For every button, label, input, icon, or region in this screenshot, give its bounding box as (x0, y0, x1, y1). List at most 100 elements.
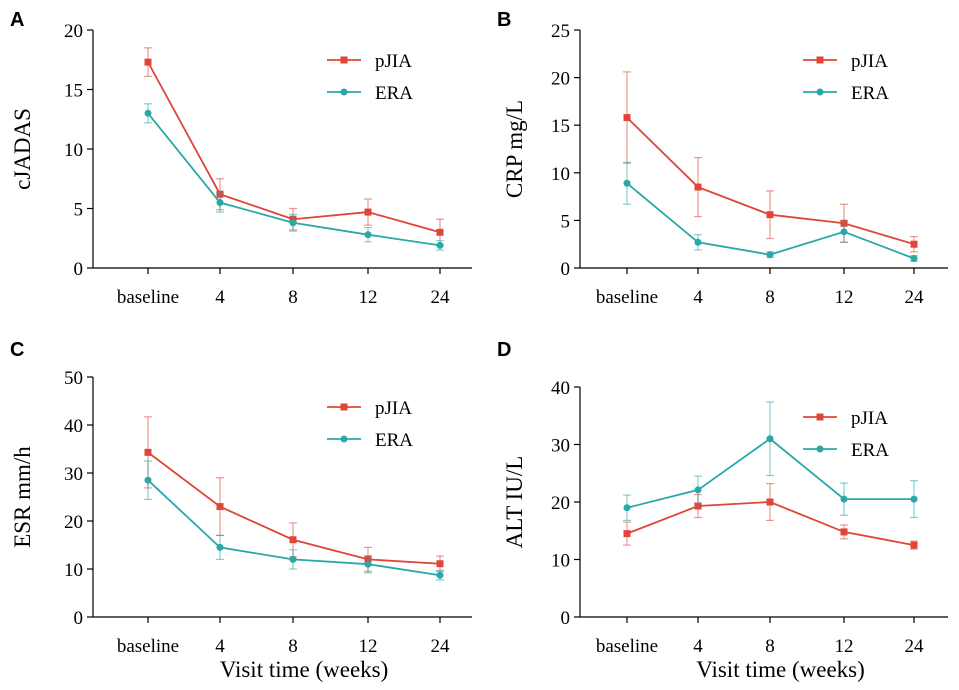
data-point (623, 504, 631, 512)
y-tick-label: 0 (74, 259, 84, 280)
series-line (147, 451, 441, 565)
y-tick-label: 50 (64, 368, 83, 389)
data-point (623, 114, 631, 122)
legend-label: ERA (375, 83, 413, 104)
legend-marker (816, 88, 824, 96)
y-tick-label: 5 (74, 200, 84, 221)
y-tick-label: 30 (64, 464, 83, 485)
x-tick-label: 4 (693, 636, 703, 657)
series-era (144, 103, 444, 251)
y-tick-label: 0 (74, 608, 84, 629)
data-point (766, 435, 774, 443)
data-point (216, 543, 224, 551)
data-point (694, 486, 702, 494)
chart-panel-b: B 0 5 10 15 20 25 baseline 4 8 12 24 CRP mg/L pJIA ERA (497, 9, 948, 308)
series-pjia (144, 47, 444, 246)
y-tick-label: 25 (551, 21, 570, 42)
legend-marker (816, 413, 824, 421)
y-tick-label: 20 (551, 493, 570, 514)
legend-marker (340, 403, 348, 411)
legend-label: pJIA (375, 398, 412, 419)
x-tick-label: 24 (431, 636, 451, 657)
chart-panel-c: C 0 10 20 30 40 50 baseline 4 8 12 24 ESR mm/h Visit … (10, 339, 472, 682)
legend-marker (816, 445, 824, 453)
legend-marker (340, 88, 348, 96)
y-tick-label: 10 (64, 560, 83, 581)
data-point (910, 240, 918, 248)
legend-label: ERA (375, 430, 413, 451)
y-tick-label: 0 (561, 259, 571, 280)
data-point (364, 560, 372, 568)
y-tick-label: 10 (551, 164, 570, 185)
series-pjia (623, 483, 918, 550)
y-tick-label: 20 (64, 512, 83, 533)
panel-letter: D (497, 339, 511, 361)
legend-marker (340, 435, 348, 443)
y-tick-label: 40 (64, 416, 83, 437)
legend-marker (816, 56, 824, 64)
data-point (623, 530, 631, 538)
chart-panel-a: A 0 5 10 15 20 baseline 4 8 12 24 cJADAS pJIA ERA (10, 9, 472, 308)
legend-item-pjia: pJIA (803, 408, 888, 429)
x-axis-title: Visit time (weeks) (220, 657, 389, 682)
y-axis-title: CRP mg/L (502, 100, 527, 198)
x-tick-label: 8 (765, 636, 775, 657)
legend-label: pJIA (375, 51, 412, 72)
data-point (694, 183, 702, 191)
data-point (216, 503, 224, 511)
y-axis-title: cJADAS (10, 108, 35, 190)
y-axis-title: ALT IU/L (502, 456, 527, 549)
data-point (910, 495, 918, 503)
data-point (623, 179, 631, 187)
x-tick-label: 12 (835, 636, 854, 657)
legend-item-pjia: pJIA (327, 51, 412, 72)
legend-item-pjia: pJIA (803, 51, 888, 72)
data-point (144, 476, 152, 484)
data-point (436, 241, 444, 249)
data-point (694, 502, 702, 510)
data-point (144, 448, 152, 456)
data-point (840, 228, 848, 236)
legend-label: ERA (851, 83, 889, 104)
x-tick-label: 4 (215, 287, 225, 308)
data-point (694, 238, 702, 246)
panel-letter: A (10, 9, 24, 31)
y-tick-label: 15 (64, 81, 83, 102)
data-point (910, 541, 918, 549)
y-tick-label: 40 (551, 378, 570, 399)
data-point (144, 58, 152, 66)
x-tick-label: baseline (596, 287, 658, 308)
data-point (364, 231, 372, 239)
data-point (436, 560, 444, 568)
y-tick-label: 5 (561, 211, 571, 232)
legend-item-pjia: pJIA (327, 398, 412, 419)
data-point (289, 536, 297, 544)
x-tick-label: baseline (117, 636, 179, 657)
y-tick-label: 30 (551, 436, 570, 457)
legend-item-era: ERA (803, 440, 889, 461)
x-tick-label: 12 (835, 287, 854, 308)
series-era (144, 460, 444, 581)
y-tick-label: 20 (551, 69, 570, 90)
x-tick-label: 12 (359, 287, 378, 308)
legend-marker (340, 56, 348, 64)
legend-item-era: ERA (327, 430, 413, 451)
data-point (766, 498, 774, 506)
x-tick-label: 4 (693, 287, 703, 308)
data-point (289, 555, 297, 563)
data-point (364, 208, 372, 216)
y-tick-label: 20 (64, 21, 83, 42)
panel-letter: B (497, 9, 511, 31)
x-tick-label: baseline (596, 636, 658, 657)
x-tick-label: 24 (905, 636, 925, 657)
y-tick-label: 0 (561, 608, 571, 629)
x-tick-label: 8 (288, 287, 298, 308)
legend-label: pJIA (851, 408, 888, 429)
y-tick-label: 10 (64, 140, 83, 161)
x-tick-label: 4 (215, 636, 225, 657)
data-point (766, 211, 774, 219)
panel-letter: C (10, 339, 24, 361)
data-point (289, 219, 297, 227)
legend-label: ERA (851, 440, 889, 461)
